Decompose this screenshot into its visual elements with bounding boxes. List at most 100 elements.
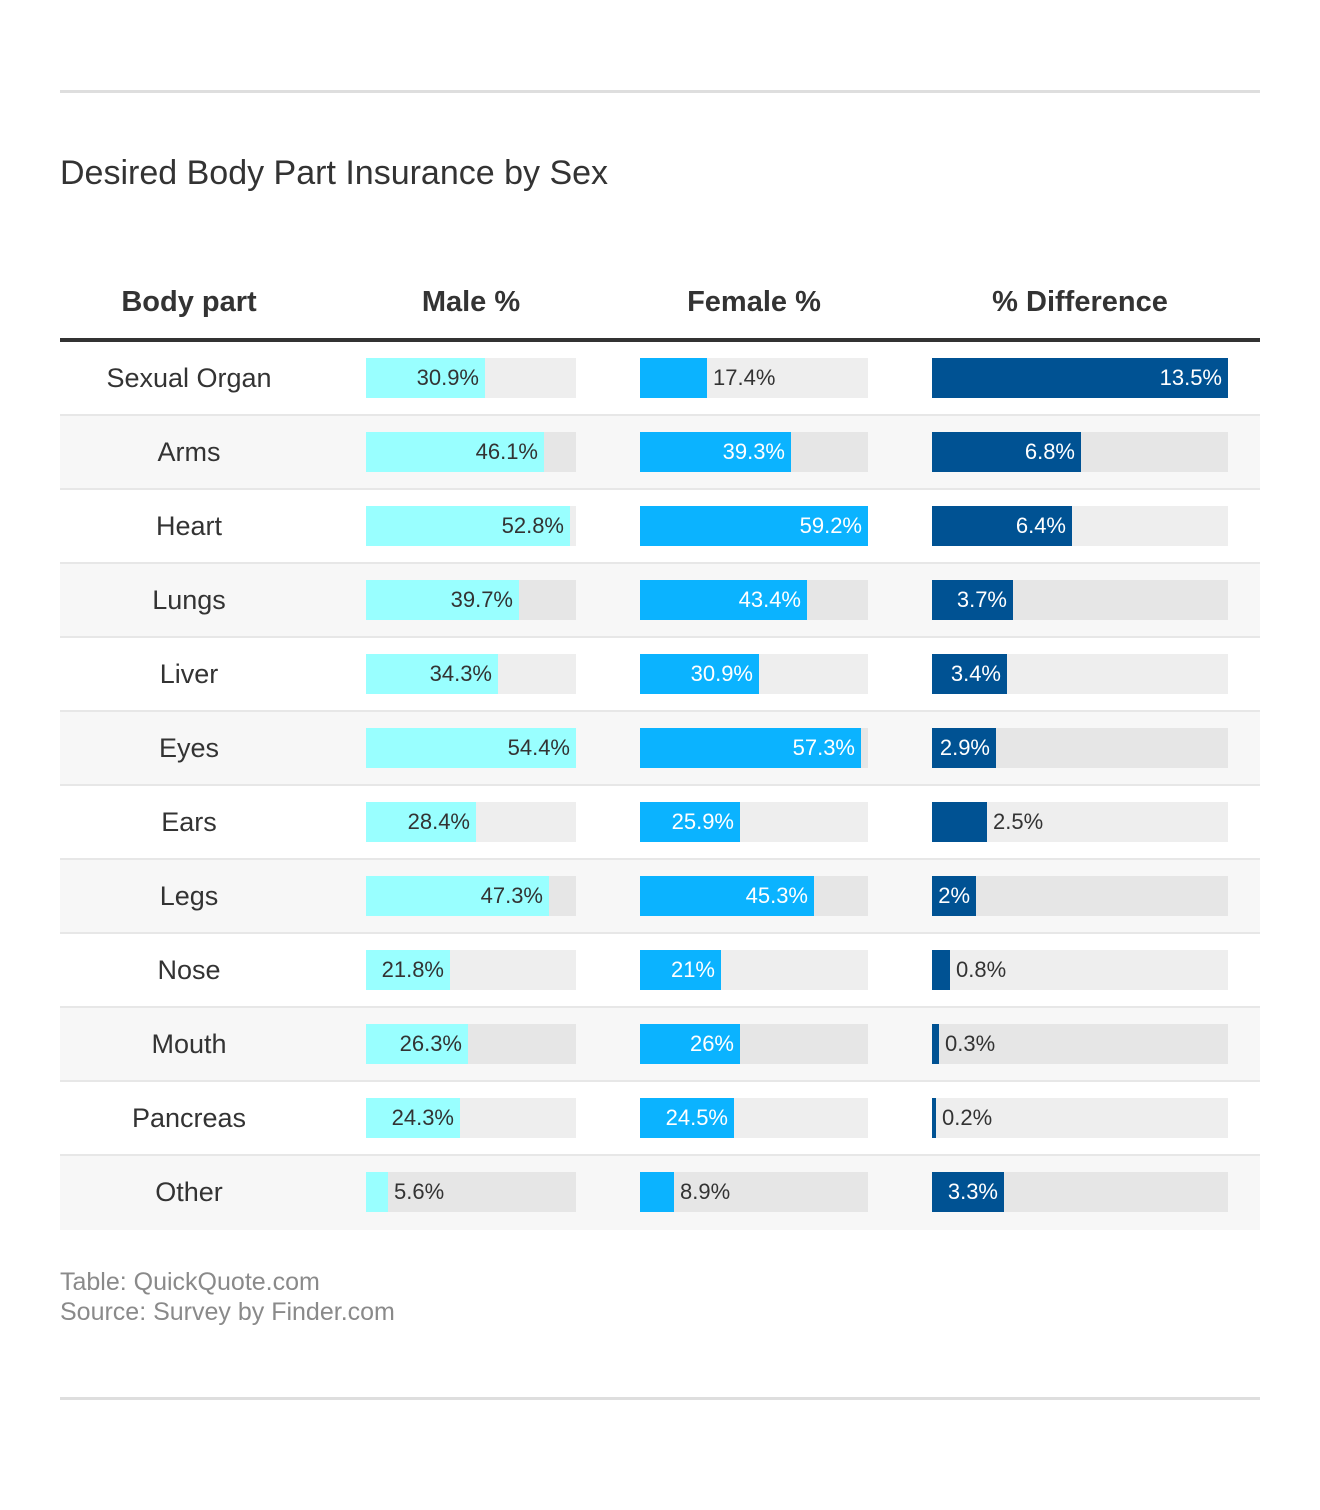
header-difference: % Difference [992,286,1168,318]
female-value-label: 8.9% [680,1179,731,1204]
table-row: Heart 52.8% 59.2% 6.4% [60,490,1260,564]
table-row: Arms 46.1% 39.3% 6.8% [60,416,1260,490]
male-value-label: 34.3% [429,661,492,686]
male-value-label: 54.4% [507,735,570,760]
body-part-label: Heart [155,511,223,541]
female-bar-track: 39.3% [640,432,868,472]
difference-value-label: 2.9% [939,735,990,760]
female-value-label: 45.3% [745,883,808,908]
female-bar-track: 24.5% [640,1098,868,1138]
male-bar-track: 39.7% [366,580,576,620]
female-value-label: 30.9% [690,661,753,686]
header-female: Female % [687,286,821,318]
difference-bar-track: 3.7% [932,580,1228,620]
difference-bar [932,876,976,916]
body-part-label: Arms [157,437,221,467]
header-male: Male % [421,286,521,318]
body-part-label: Mouth [151,1029,227,1059]
male-value-label: 39.7% [450,587,513,612]
body-part-label: Nose [157,955,221,985]
difference-value-label: 0.2% [942,1105,993,1130]
female-value-label: 17.4% [713,365,776,390]
female-bar [640,1098,734,1138]
male-bar [366,432,544,472]
difference-value-label: 6.4% [1015,513,1066,538]
top-divider [60,90,1260,93]
female-bar [640,1024,740,1064]
table-header: Body part Male % Female % % Difference [60,270,1260,342]
male-bar [366,1024,468,1064]
female-value-label: 21% [670,957,715,982]
body-part-label: Pancreas [131,1103,247,1133]
body-part-label: Lungs [152,585,226,615]
female-bar [640,432,791,472]
table-row: Ears 28.4% 25.9% 2.5% [60,786,1260,860]
female-bar-track: 30.9% [640,654,868,694]
difference-bar-track: 6.4% [932,506,1228,546]
male-value-label: 21.8% [381,957,444,982]
source-note: Source: Survey by Finder.com [60,1298,395,1326]
male-bar-track: 24.3% [366,1098,576,1138]
difference-value-label: 0.8% [956,957,1007,982]
male-bar-track: 34.3% [366,654,576,694]
female-bar-track: 25.9% [640,802,868,842]
female-bar-track: 43.4% [640,580,868,620]
male-value-label: 47.3% [480,883,543,908]
female-bar [640,506,868,546]
body-part-label: Liver [159,659,219,689]
male-value-label: 30.9% [416,365,479,390]
difference-bar-track: 3.3% [932,1172,1228,1212]
male-bar-track: 26.3% [366,1024,576,1064]
difference-value-label: 3.7% [956,587,1007,612]
difference-value-label: 2% [938,883,970,908]
male-bar [366,728,576,768]
difference-value-label: 0.3% [945,1031,996,1056]
male-bar-track: 52.8% [366,506,576,546]
male-bar-track: 21.8% [366,950,576,990]
female-bar-track: 57.3% [640,728,868,768]
female-bar-track: 21% [640,950,868,990]
male-bar-track: 30.9% [366,358,576,398]
female-bar [640,358,707,398]
difference-bar-track: 6.8% [932,432,1228,472]
difference-bar [932,1024,939,1064]
male-bar-track: 5.6% [366,1172,576,1212]
female-bar [640,654,759,694]
bottom-divider [60,1397,1260,1400]
table-row: Eyes 54.4% 57.3% 2.9% [60,712,1260,786]
difference-bar-track: 3.4% [932,654,1228,694]
difference-bar-track: 13.5% [932,358,1228,398]
difference-bar [932,506,1072,546]
body-part-label: Sexual Organ [106,363,272,393]
table-row: Sexual Organ 30.9% 17.4% 13.5% [60,342,1260,416]
male-value-label: 28.4% [407,809,470,834]
female-value-label: 43.4% [738,587,801,612]
female-bar-track: 26% [640,1024,868,1064]
difference-value-label: 3.4% [950,661,1001,686]
male-value-label: 26.3% [399,1031,462,1056]
female-bar-track: 45.3% [640,876,868,916]
table-row: Pancreas 24.3% 24.5% 0.2% [60,1082,1260,1156]
difference-bar [932,728,996,768]
male-bar [366,1172,388,1212]
difference-bar-track: 0.2% [932,1098,1228,1138]
table-row: Legs 47.3% 45.3% 2% [60,860,1260,934]
female-value-label: 25.9% [671,809,734,834]
male-value-label: 52.8% [501,513,564,538]
female-value-label: 57.3% [792,735,855,760]
female-bar [640,580,807,620]
body-part-label: Legs [159,881,219,911]
male-bar-track: 46.1% [366,432,576,472]
difference-bar [932,580,1013,620]
body-part-label: Eyes [158,733,220,763]
difference-bar [932,950,950,990]
difference-bar-track: 0.3% [932,1024,1228,1064]
female-bar-track: 8.9% [640,1172,868,1212]
female-bar-track: 59.2% [640,506,868,546]
difference-value-label: 13.5% [1159,365,1222,390]
male-bar [366,1098,460,1138]
difference-bar [932,1098,936,1138]
female-value-label: 39.3% [722,439,785,464]
difference-bar-track: 0.8% [932,950,1228,990]
body-part-label: Ears [161,807,217,837]
